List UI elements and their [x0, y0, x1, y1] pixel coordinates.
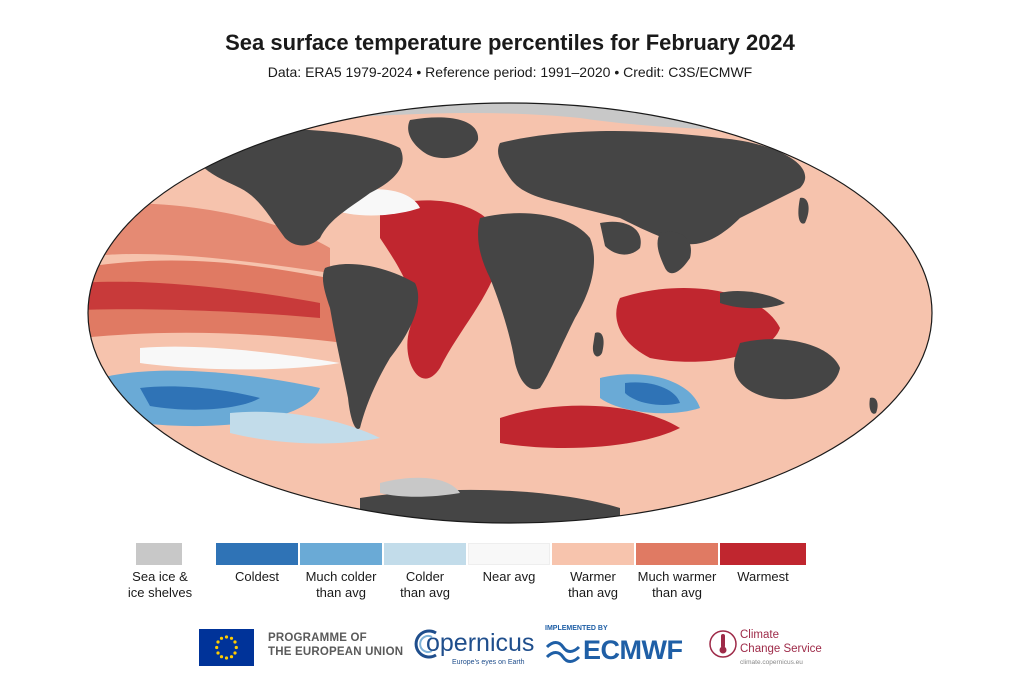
south-pacific-coldest — [140, 386, 260, 410]
legend-label-much-warmer: Much warmer than avg — [637, 569, 717, 600]
south-pacific-colder — [230, 411, 380, 444]
south-atlantic-warmest — [500, 405, 680, 448]
thermometer-icon — [709, 630, 737, 658]
tropical-warmest-band — [88, 281, 320, 318]
legend-label-colder: Colder than avg — [400, 569, 450, 600]
legend-label-warmest: Warmest — [737, 569, 789, 584]
south-america — [322, 263, 419, 429]
map-subtitle: Data: ERA5 1979-2024 • Reference period:… — [267, 64, 753, 80]
south-indian-coldest — [625, 382, 680, 405]
legend-swatch-near-avg — [468, 543, 550, 565]
ecmwf-logo: IMPLEMENTED BY ECMWF — [545, 625, 683, 665]
legend-label-ice: Sea ice & ice shelves — [127, 569, 193, 600]
north-america — [190, 129, 403, 246]
legend-swatch-colder — [384, 543, 466, 565]
world-map — [87, 102, 933, 524]
legend-swatch-warmest — [720, 543, 806, 565]
legend-swatch-much-colder — [300, 543, 382, 565]
legend-swatch-warmer — [552, 543, 634, 565]
atlantic-warmest — [380, 200, 501, 379]
antarctic-ice — [380, 477, 460, 497]
copernicus-c-icon — [414, 629, 437, 659]
indian-subcontinent — [657, 231, 691, 274]
eu-flag-icon — [199, 629, 254, 666]
legend-swatch-ice — [136, 543, 182, 565]
globe-outline — [87, 102, 933, 524]
legend-swatch-coldest — [216, 543, 298, 565]
new-zealand — [869, 397, 878, 414]
legend-label-coldest: Coldest — [234, 569, 280, 584]
madagascar — [592, 332, 604, 357]
legend-swatch-much-warmer — [636, 543, 718, 565]
logo-bar: PROGRAMME OF THE EUROPEAN UNION opernicus… — [0, 615, 1020, 675]
arabian-peninsula — [600, 221, 641, 255]
c3s-logo: Climate Change Service climate.copernicu… — [708, 621, 838, 673]
australia — [734, 339, 840, 400]
north-pacific-warm — [88, 203, 330, 273]
map-title: Sea surface temperature percentiles for … — [225, 30, 795, 55]
legend-label-near-avg: Near avg — [482, 569, 536, 584]
legend-label-warmer: Warmer than avg — [568, 569, 618, 600]
africa — [478, 213, 595, 390]
greenland — [408, 117, 479, 159]
maritime-continent — [720, 291, 785, 309]
eu-programme-text: PROGRAMME OF THE EUROPEAN UNION — [268, 632, 404, 658]
japan — [798, 197, 809, 224]
copernicus-logo: opernicus Europe's eyes on Earth — [412, 623, 534, 673]
eurasia — [498, 131, 806, 245]
ecmwf-swirl-icon — [545, 641, 581, 663]
legend-label-much-colder: Much colder than avg — [305, 569, 377, 600]
east-pacific-near-avg — [140, 346, 340, 370]
